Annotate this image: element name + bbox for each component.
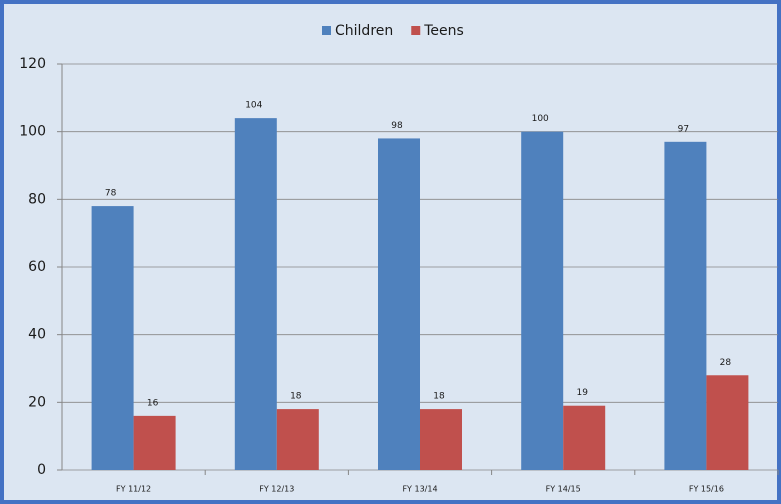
x-tick-label: FY 15/16	[689, 485, 724, 494]
x-tick-label: FY 12/13	[259, 485, 294, 494]
legend-swatch	[322, 26, 331, 35]
bar	[378, 138, 420, 470]
legend-swatch	[411, 26, 421, 35]
bar	[563, 405, 606, 470]
bar	[276, 409, 319, 470]
bar	[234, 118, 277, 470]
legend-label: Teens	[423, 23, 464, 39]
y-tick-label: 120	[19, 56, 46, 72]
data-label: 19	[576, 388, 588, 398]
data-label: 28	[720, 358, 732, 368]
y-tick-label: 100	[19, 124, 46, 140]
data-label: 18	[290, 392, 302, 402]
y-tick-label: 20	[28, 394, 46, 410]
bar	[420, 409, 462, 470]
data-label: 97	[678, 124, 689, 134]
data-label: 16	[147, 398, 159, 408]
legend-label: Children	[335, 23, 393, 39]
y-tick-label: 60	[28, 259, 46, 275]
x-tick-label: FY 11/12	[116, 485, 151, 494]
y-tick-label: 0	[37, 462, 46, 478]
y-tick-label: 80	[28, 191, 46, 207]
bar	[706, 375, 749, 470]
x-tick-label: FY 13/14	[402, 485, 437, 494]
bar	[521, 131, 564, 470]
data-label: 104	[245, 101, 262, 111]
bar	[91, 206, 134, 470]
bar	[664, 141, 707, 471]
data-label: 100	[532, 114, 549, 124]
data-label: 18	[433, 392, 445, 402]
y-tick-label: 40	[28, 327, 46, 343]
data-label: 78	[105, 189, 117, 199]
data-label: 98	[391, 121, 403, 131]
x-tick-label: FY 14/15	[546, 485, 581, 494]
bar	[133, 415, 176, 470]
